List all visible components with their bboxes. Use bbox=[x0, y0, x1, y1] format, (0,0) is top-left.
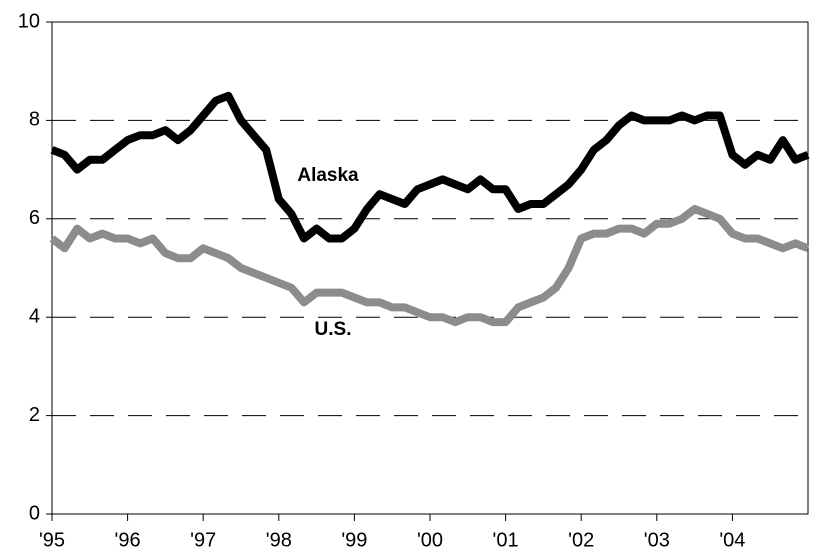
series-label: U.S. bbox=[315, 319, 352, 340]
x-tick-label: '99 bbox=[341, 529, 367, 551]
y-tick-label: 2 bbox=[29, 404, 40, 426]
x-tick-label: '04 bbox=[719, 529, 745, 551]
x-tick-label: '03 bbox=[644, 529, 670, 551]
y-tick-label: 0 bbox=[29, 502, 40, 524]
y-tick-label: 4 bbox=[29, 305, 40, 327]
plot-frame bbox=[51, 21, 809, 515]
series-label: Alaska bbox=[297, 165, 359, 186]
y-tick-label: 8 bbox=[29, 109, 40, 131]
x-tick-label: '96 bbox=[115, 529, 141, 551]
y-tick-label: 6 bbox=[29, 207, 40, 229]
x-tick-label: '95 bbox=[39, 529, 65, 551]
x-tick-label: '97 bbox=[190, 529, 216, 551]
y-tick-label: 10 bbox=[18, 10, 40, 32]
x-tick-label: '01 bbox=[493, 529, 519, 551]
series-line bbox=[50, 91, 810, 243]
series-line bbox=[49, 205, 810, 327]
x-tick-label: '02 bbox=[568, 529, 594, 551]
x-tick-label: '00 bbox=[417, 529, 443, 551]
x-tick-label: '98 bbox=[266, 529, 292, 551]
